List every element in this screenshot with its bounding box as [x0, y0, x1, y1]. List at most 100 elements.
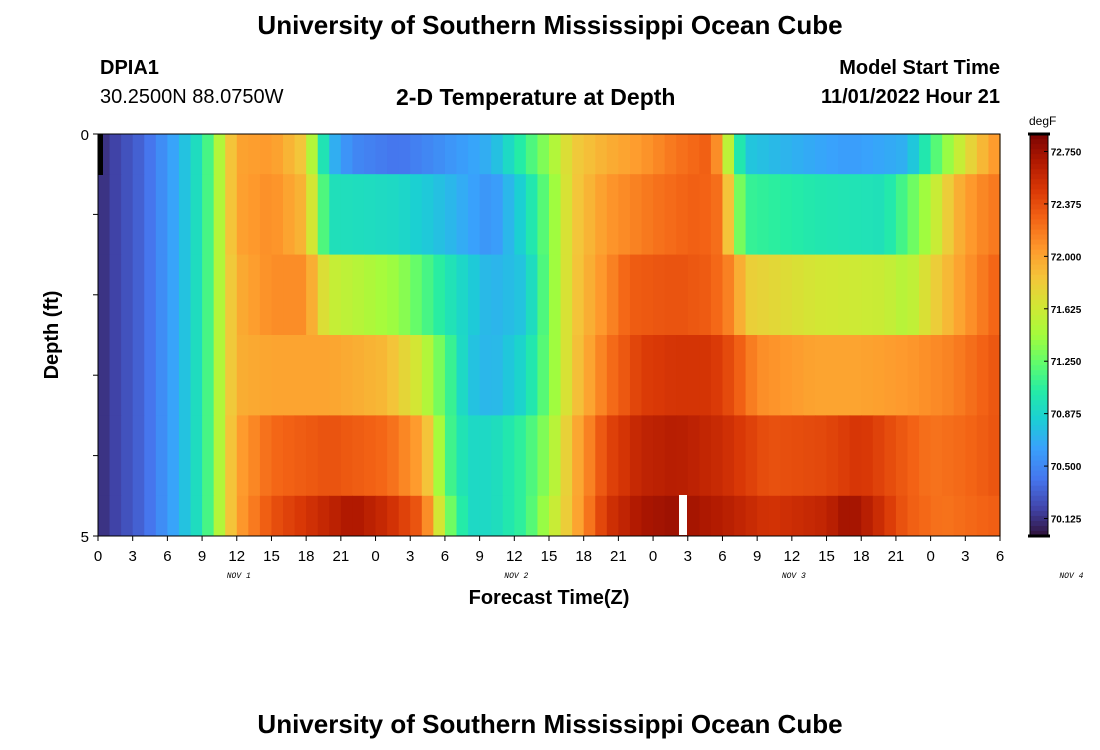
heatmap-cell — [988, 495, 1001, 537]
heatmap-cell — [653, 495, 666, 537]
x-tick-label: 15 — [263, 548, 280, 565]
heatmap-cell — [248, 415, 261, 497]
heatmap-cell — [144, 254, 157, 336]
heatmap-cell — [942, 134, 955, 175]
heatmap-cell — [572, 495, 585, 537]
heatmap-cell — [710, 415, 724, 497]
heatmap-cell — [965, 495, 978, 537]
heatmap-cell — [895, 495, 909, 537]
heatmap-cell — [976, 335, 990, 416]
heatmap-cell — [629, 335, 643, 416]
heatmap-cell — [919, 174, 932, 255]
heatmap-cell — [363, 134, 377, 175]
x-tick-label: 18 — [298, 548, 315, 565]
heatmap-cell — [653, 415, 666, 497]
heatmap-cell — [410, 415, 423, 497]
colorbar-segment — [1030, 455, 1048, 462]
colorbar-segment — [1030, 164, 1048, 170]
heatmap-cell — [722, 174, 735, 255]
heatmap-cell — [768, 415, 781, 497]
heatmap-cell — [178, 415, 192, 497]
heatmap-cell — [942, 495, 955, 537]
heatmap-cell — [479, 254, 492, 336]
heatmap-cell — [884, 335, 897, 416]
station-id: DPIA1 — [100, 57, 159, 79]
heatmap-cell — [641, 254, 654, 336]
colorbar-segment — [1030, 254, 1048, 261]
heatmap-cell — [525, 335, 539, 416]
heatmap-cell — [514, 335, 527, 416]
x-tick-label: 9 — [753, 548, 761, 565]
heatmap-cell — [178, 495, 192, 537]
heatmap-cell — [202, 495, 215, 537]
heatmap-cell — [306, 335, 319, 416]
colorbar-segment — [1030, 390, 1048, 396]
footer-title: University of Southern Mississippi Ocean… — [257, 709, 843, 739]
heatmap-cell — [757, 415, 770, 497]
heatmap-cell — [976, 415, 990, 497]
heatmap-cell — [329, 254, 342, 336]
heatmap-cell — [109, 335, 122, 416]
colorbar-segment — [1030, 309, 1048, 316]
heatmap-cell — [849, 174, 862, 255]
heatmap-cell — [699, 134, 712, 175]
heatmap-cell — [225, 495, 238, 537]
x-axis: 0 3 6 9 12 15 18 21 0 3 6 9 12 15 18 21 0 3 6 9 12 15 18 21 0 3 6 — [94, 536, 1004, 565]
heatmap-cell — [872, 495, 885, 537]
heatmap-cell — [722, 495, 735, 537]
heatmap-cell — [814, 174, 828, 255]
heatmap-cell — [491, 495, 504, 537]
heatmap-cell — [525, 174, 539, 255]
heatmap-cell — [606, 254, 619, 336]
heatmap-cell — [444, 495, 458, 537]
heatmap-cell — [595, 415, 608, 497]
heatmap-cell — [849, 415, 862, 497]
heatmap-cell — [884, 495, 897, 537]
heatmap-cell — [988, 174, 1001, 255]
heatmap-cell — [525, 495, 539, 537]
heatmap-cell — [236, 134, 249, 175]
heatmap-cell — [849, 335, 862, 416]
colorbar-segment — [1030, 445, 1048, 452]
heatmap-cell — [259, 174, 273, 255]
heatmap-cell — [907, 254, 920, 336]
heatmap-cell — [132, 415, 145, 497]
colorbar-segment — [1030, 304, 1048, 311]
colorbar-segment — [1030, 329, 1048, 336]
heatmap-cell — [780, 415, 793, 497]
heatmap-cell — [468, 254, 481, 336]
missing-data-gap — [679, 495, 687, 535]
heatmap-cell — [294, 134, 307, 175]
day-labels: NOV 1 NOV 2 NOV 3 NOV 4 — [227, 572, 1084, 581]
heatmap-cell — [155, 174, 168, 255]
heatmap-cell — [930, 134, 943, 175]
heatmap-cell — [572, 174, 585, 255]
colorbar-segment — [1030, 480, 1048, 487]
heatmap-cell — [514, 495, 527, 537]
heatmap-cell — [491, 415, 504, 497]
heatmap-cell — [387, 134, 400, 175]
heatmap-cell — [352, 174, 365, 255]
heatmap-cell — [375, 415, 388, 497]
heatmap-cell — [653, 134, 666, 175]
heatmap-cell — [814, 254, 828, 336]
heatmap-cell — [861, 174, 874, 255]
heatmap-cell — [340, 495, 354, 537]
heatmap-cell — [352, 134, 365, 175]
heatmap-cell — [953, 495, 966, 537]
heatmap-cell — [387, 335, 400, 416]
heatmap-cell — [722, 134, 735, 175]
heatmap-cell — [606, 415, 619, 497]
heatmap-cell — [525, 415, 539, 497]
heatmap-cell — [583, 495, 596, 537]
heatmap-cell — [317, 415, 330, 497]
heatmap-cell — [942, 174, 955, 255]
heatmap-cell — [641, 174, 654, 255]
heatmap-cell — [468, 415, 481, 497]
heatmap-cell — [190, 254, 203, 336]
heatmap-cell — [352, 254, 365, 336]
heatmap-cell — [872, 174, 885, 255]
heatmap-cell — [98, 254, 111, 336]
colorbar-segment — [1030, 430, 1048, 436]
heatmap-cell — [768, 134, 781, 175]
